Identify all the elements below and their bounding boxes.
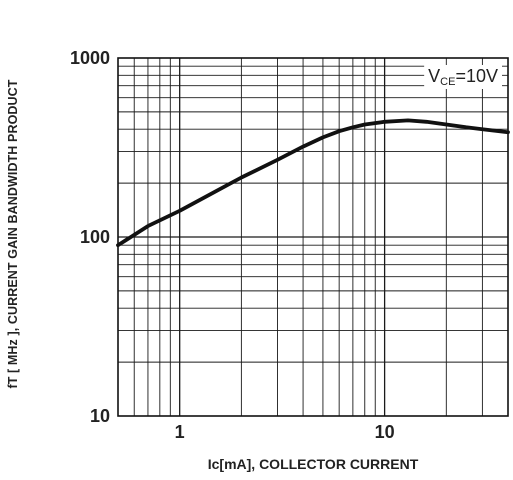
x-tick-label: 1 — [175, 422, 185, 442]
annotation-main: V — [428, 66, 440, 86]
annotation-subscript: CE — [440, 76, 455, 88]
plot-border — [117, 57, 509, 417]
y-tick-label: 1000 — [70, 48, 110, 68]
grid — [118, 58, 508, 416]
annotation-background — [424, 65, 502, 89]
curve-layer — [116, 118, 510, 248]
y-tick-label: 10 — [90, 406, 110, 426]
annotation-rest: =10V — [455, 66, 498, 86]
annotation-text: VCE=10V — [428, 66, 498, 88]
y-axis-label: fT [ MHz ], CURRENT GAIN BANDWIDTH PRODU… — [6, 79, 20, 389]
tick-labels: 10 100 1000 1 10 — [70, 48, 395, 442]
series-line — [116, 118, 510, 248]
annotation-layer: VCE=10V — [424, 65, 502, 89]
y-tick-label: 100 — [80, 227, 110, 247]
y-axis-label-wrap: fT [ MHz ], CURRENT GAIN BANDWIDTH PRODU… — [2, 8, 24, 460]
x-tick-label: 10 — [375, 422, 395, 442]
plot-frame — [117, 57, 509, 417]
x-axis-label: Ic[mA], COLLECTOR CURRENT — [207, 456, 419, 472]
